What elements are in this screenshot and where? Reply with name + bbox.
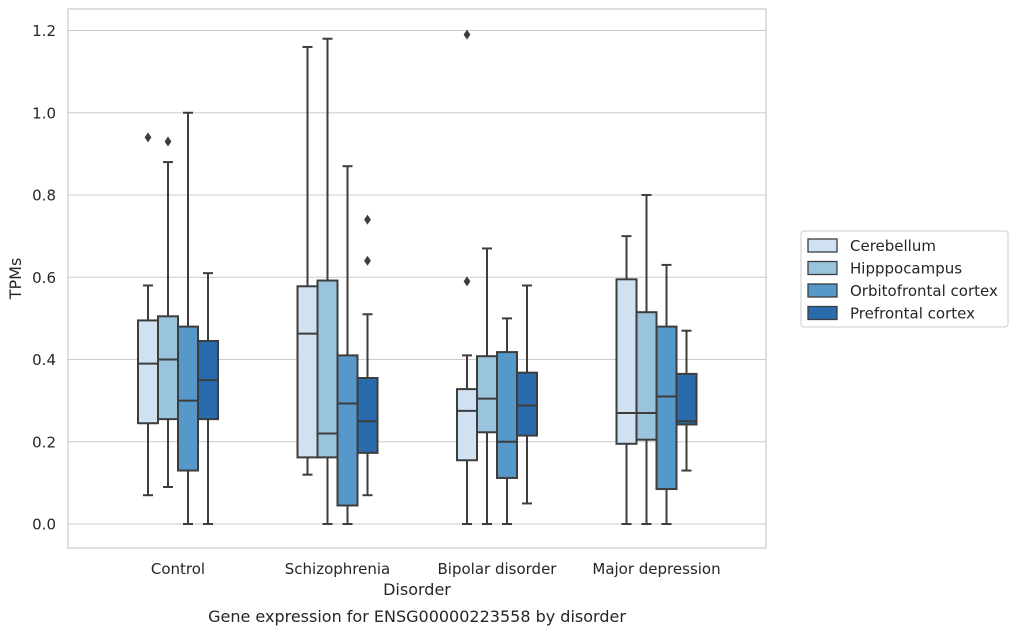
box-iqr — [615, 278, 638, 445]
x-tick-labels: Control Schizophrenia Bipolar disorder Majo… — [151, 560, 721, 578]
box-prefrontal-cortex — [516, 284, 538, 505]
y-tick-label: 0.0 — [32, 516, 56, 534]
box-iqr — [516, 371, 538, 437]
box-iqr — [456, 388, 478, 462]
box-prefrontal-cortex — [197, 272, 219, 525]
chart-caption: Gene expression for ENSG00000223558 by d… — [208, 607, 626, 626]
x-tick-label: Major depression — [592, 560, 720, 578]
box-iqr — [496, 351, 518, 479]
box-cerebellum — [456, 29, 478, 525]
box-iqr — [655, 325, 678, 491]
legend-entry: Orbitofrontal cortex — [850, 282, 998, 300]
box-cerebellum — [137, 132, 159, 497]
plot-frame — [67, 8, 767, 549]
box-iqr — [675, 372, 698, 426]
y-tick-label: 0.2 — [32, 433, 56, 451]
x-tick-label: Schizophrenia — [285, 560, 390, 578]
box-iqr — [336, 354, 359, 507]
y-tick-label: 0.6 — [32, 269, 56, 287]
outlier-point — [164, 136, 172, 147]
y-tick-labels: 0.0 0.2 0.4 0.6 0.8 1.0 1.2 — [32, 22, 56, 534]
legend-frame — [800, 230, 1009, 328]
legend-entry: Hipppocampus — [850, 260, 962, 278]
outlier-point — [463, 29, 471, 40]
legend-entry: Prefrontal cortex — [850, 305, 975, 323]
box-iqr — [137, 319, 159, 425]
legend: Cerebellum Hipppocampus Orbitofrontal cort… — [800, 230, 1009, 328]
y-axis-label: TPMs — [6, 258, 25, 301]
x-tick-label: Control — [151, 560, 205, 578]
outlier-point — [463, 276, 471, 287]
boxes — [137, 29, 698, 525]
y-tick-label: 0.8 — [32, 187, 56, 205]
box-iqr — [177, 325, 199, 472]
box-hipppocampus — [635, 194, 658, 525]
box-iqr — [635, 311, 658, 441]
y-tick-label: 0.4 — [32, 351, 56, 369]
outlier-point — [364, 255, 371, 266]
legend-swatch — [807, 305, 838, 321]
box-prefrontal-cortex — [675, 329, 698, 472]
x-tick-label: Bipolar disorder — [438, 560, 558, 578]
legend-swatch — [807, 283, 838, 298]
outlier-point — [364, 214, 371, 225]
x-axis-label: Disorder — [383, 580, 451, 599]
y-tick-label: 1.0 — [32, 104, 56, 122]
box-iqr — [296, 285, 319, 459]
outlier-point — [144, 132, 152, 143]
box-iqr — [316, 279, 339, 459]
box-iqr — [157, 315, 179, 421]
box-iqr — [476, 355, 498, 434]
box-cerebellum — [615, 235, 638, 525]
box-cerebellum — [296, 45, 319, 476]
legend-swatch — [807, 238, 838, 253]
legend-entry: Cerebellum — [850, 237, 936, 255]
legend-swatch — [807, 260, 838, 276]
box-iqr — [356, 377, 379, 454]
box-prefrontal-cortex — [356, 214, 379, 497]
y-tick-label: 1.2 — [32, 22, 56, 40]
